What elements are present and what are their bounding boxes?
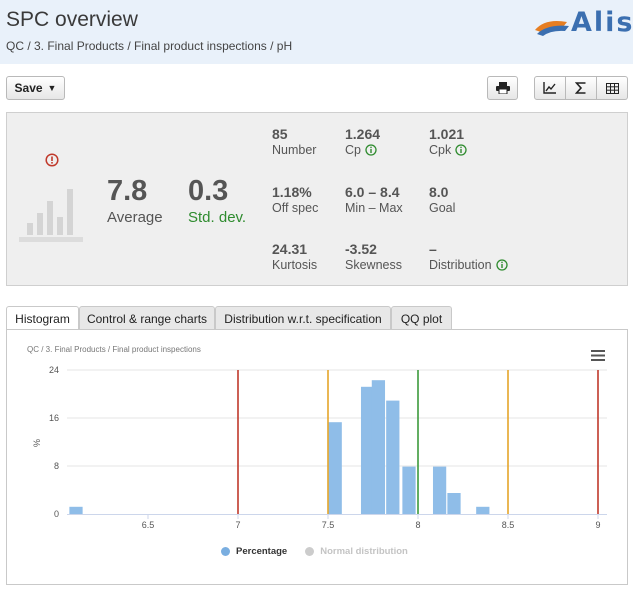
goal-value: 8.0 [429,184,449,200]
line-chart-icon [543,82,556,94]
legend-item-percentage[interactable]: Percentage [221,546,287,557]
statistics-panel: 7.8 Average 0.3 Std. dev. 85 Number 1.26… [6,112,628,286]
statistics-view-button[interactable] [566,76,597,100]
cp-label-group: Cp [345,143,377,157]
legend-dot-icon [221,547,230,556]
print-button[interactable] [487,76,518,100]
x-tick-label: 8.5 [502,520,515,530]
cp-value: 1.264 [345,126,381,142]
histogram-bar[interactable] [447,493,461,514]
table-view-button[interactable] [597,76,628,100]
chart-legend: Percentage Normal distribution [221,546,426,557]
kurtosis-value: 24.31 [272,241,308,257]
breadcrumb[interactable]: QC / 3. Final Products / Final product i… [6,39,293,53]
chart-breadcrumb: QC / 3. Final Products / Final product i… [27,345,201,354]
info-icon[interactable] [495,259,508,271]
table-icon [605,82,619,94]
histogram-bar[interactable] [432,466,447,514]
info-icon[interactable] [365,144,377,156]
tab-distribution-specification[interactable]: Distribution w.r.t. specification [215,306,391,330]
min-max-label: Min – Max [345,201,403,215]
view-toggle-group [534,76,628,100]
x-tick-label: 8 [415,520,420,530]
legend-item-normal-distribution[interactable]: Normal distribution [305,546,408,557]
goal-label: Goal [429,201,456,215]
alis-logo: Alis [533,7,632,40]
distribution-value: – [429,241,437,257]
legend-label: Normal distribution [320,546,408,557]
hamburger-menu-icon[interactable] [591,350,605,361]
histogram-bar[interactable] [476,506,490,514]
page-header: SPC overview QC / 3. Final Products / Fi… [0,0,633,64]
average-label: Average [107,209,163,226]
skewness-label: Skewness [345,258,402,272]
number-label: Number [272,143,317,157]
histogram-bar[interactable] [328,422,342,514]
histogram-bar[interactable] [402,466,416,514]
histogram-chart: 0 8 16 24% 6.5 7 7.5 8 8.5 9 [32,365,607,530]
x-tick-label: 9 [595,520,600,530]
legend-label: Percentage [236,546,288,557]
histogram-bar[interactable] [371,380,386,514]
tab-histogram[interactable]: Histogram [6,306,79,331]
kurtosis-label: Kurtosis [272,258,318,272]
tab-control-range-charts[interactable]: Control & range charts [79,306,215,330]
logo-text: Alis [571,7,633,38]
save-button[interactable]: Save ▼ [6,76,65,100]
histogram-bar[interactable] [69,506,83,514]
x-tick-label: 6.5 [142,520,155,530]
x-tick-label: 7.5 [322,520,335,530]
skewness-value: -3.52 [345,241,377,257]
histogram-placeholder-icon [19,189,83,242]
histogram-bar[interactable] [386,400,400,514]
cpk-label-group: Cpk [429,143,467,157]
min-max-value: 6.0 – 8.4 [345,184,400,200]
chevron-down-icon: ▼ [47,83,57,93]
y-tick-label: 16 [49,413,59,423]
page-title: SPC overview [6,8,138,31]
cpk-label: Cpk [429,143,452,157]
std-dev-value: 0.3 [188,175,229,207]
y-axis-label: % [32,439,42,447]
distribution-label-group: Distribution [429,258,508,272]
warning-icon [45,153,59,167]
info-icon[interactable] [455,144,467,156]
distribution-label: Distribution [429,258,492,272]
off-spec-value: 1.18% [272,184,312,200]
tab-qq-plot[interactable]: QQ plot [391,306,452,330]
average-value: 7.8 [107,175,148,207]
std-dev-label: Std. dev. [188,209,247,226]
histogram-bar[interactable] [360,386,375,514]
x-tick-label: 7 [235,520,240,530]
histogram-panel: QC / 3. Final Products / Final product i… [6,329,628,585]
number-value: 85 [272,126,288,142]
logo-mark-icon [535,21,569,36]
save-button-label: Save [14,81,43,95]
y-tick-label: 0 [54,509,59,519]
y-tick-label: 8 [54,461,59,471]
sigma-icon [575,82,586,94]
off-spec-label: Off spec [272,201,319,215]
y-tick-label: 24 [49,365,59,375]
chart-view-button[interactable] [534,76,566,100]
legend-dot-icon [305,547,315,556]
printer-icon [495,82,510,94]
cp-label: Cp [345,143,361,157]
cpk-value: 1.021 [429,126,465,142]
